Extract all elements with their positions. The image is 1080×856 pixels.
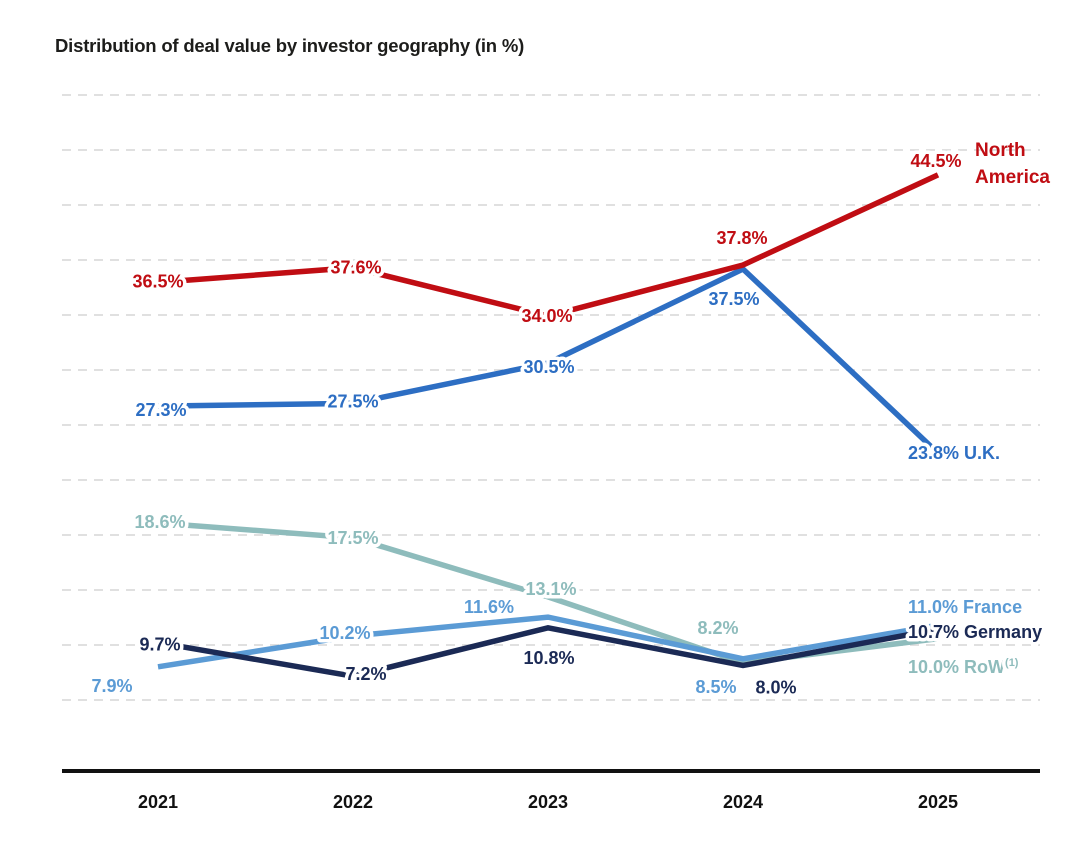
point-label: 30.5% xyxy=(523,357,574,377)
series-line-germany xyxy=(157,624,939,680)
point-label: 34.0% xyxy=(521,306,572,326)
gridlines xyxy=(62,94,1040,701)
x-axis-labels: 2021 2022 2023 2024 2025 xyxy=(138,792,958,812)
point-label: 37.8% xyxy=(716,228,767,248)
point-label: 13.1% xyxy=(525,579,576,599)
series-end-label: 10.0% RoW(1) xyxy=(908,657,1019,677)
point-label: 11.6% xyxy=(464,597,514,617)
point-label: 10.8% xyxy=(523,648,574,668)
series-end-label: 23.8% U.K. xyxy=(908,443,1000,463)
x-axis-label: 2021 xyxy=(138,792,178,812)
chart-title: Distribution of deal value by investor g… xyxy=(55,35,525,56)
series-line-north-america xyxy=(157,172,940,319)
end-value-label: 44.5% xyxy=(910,151,961,171)
series-name-label: America xyxy=(975,167,1050,188)
point-label: 8.0% xyxy=(755,677,796,697)
point-label: 27.3% xyxy=(135,400,186,420)
point-label: 9.7% xyxy=(139,635,180,655)
point-label: 27.5% xyxy=(327,391,378,411)
x-axis-label: 2022 xyxy=(333,792,373,812)
point-label: 10.2% xyxy=(319,623,370,643)
series-line-france xyxy=(157,614,939,670)
point-label: 8.5% xyxy=(695,677,736,697)
point-labels: 36.5% 37.6% 34.0% 37.8% 27.3% 27.5% 30.5% 37.5%… xyxy=(88,224,800,701)
x-axis-label: 2024 xyxy=(723,792,763,812)
series-end-labels: 44.5% North America 23.8% U.K. 11.0% France 1… xyxy=(905,140,1051,681)
series-end-label: 10.7% Germany xyxy=(908,622,1042,642)
x-axis-label: 2025 xyxy=(918,792,958,812)
series-end-label: 11.0% France xyxy=(908,597,1022,617)
x-axis-label: 2023 xyxy=(528,792,568,812)
point-label: 17.5% xyxy=(327,528,378,548)
point-label: 18.6% xyxy=(134,512,185,532)
point-label: 8.2% xyxy=(697,618,738,638)
point-label: 36.5% xyxy=(132,271,183,291)
x-axis-line xyxy=(62,769,1040,773)
point-label: 37.6% xyxy=(330,258,381,278)
series-line-u-k- xyxy=(157,265,940,456)
series-name-label: North xyxy=(975,140,1026,161)
series-lines xyxy=(157,172,940,680)
point-label: 7.9% xyxy=(91,676,132,696)
point-label: 7.2% xyxy=(345,664,386,684)
point-label: 37.5% xyxy=(708,289,759,309)
